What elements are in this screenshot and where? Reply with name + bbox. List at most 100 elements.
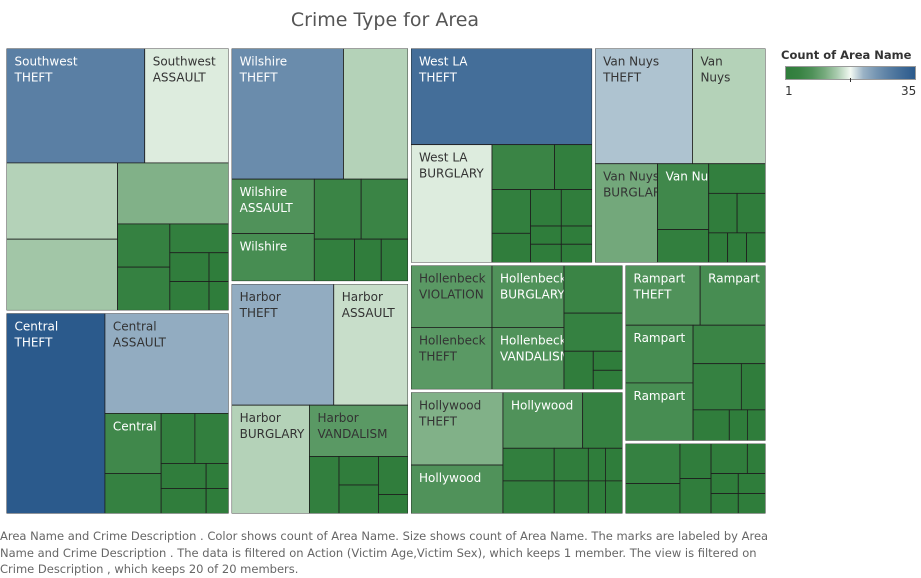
treemap-cell[interactable] — [605, 447, 623, 482]
treemap-cell[interactable] — [378, 456, 409, 495]
treemap-cell[interactable] — [554, 144, 593, 190]
treemap-cell[interactable] — [727, 232, 747, 263]
treemap-cell[interactable] — [592, 350, 623, 371]
treemap-cell[interactable] — [625, 265, 701, 326]
area-group-rampart: Rampart THEFT Rampart Rampart Rampart — [623, 263, 768, 443]
treemap-cell-label: Nuys — [700, 71, 730, 85]
treemap-cell[interactable] — [160, 488, 207, 514]
treemap-cell[interactable] — [728, 409, 748, 442]
treemap-cell[interactable] — [746, 409, 766, 442]
treemap-cell[interactable] — [6, 238, 118, 311]
treemap-cell[interactable] — [692, 324, 766, 365]
treemap-cell[interactable] — [309, 404, 409, 457]
treemap-cell[interactable] — [625, 483, 681, 514]
treemap-cell[interactable] — [104, 312, 230, 414]
treemap-cell[interactable] — [625, 324, 694, 384]
treemap-cell[interactable] — [194, 413, 230, 464]
treemap-cell[interactable] — [410, 391, 504, 466]
treemap-cell[interactable] — [491, 232, 531, 263]
treemap-cell[interactable] — [410, 144, 493, 263]
treemap-cell[interactable] — [740, 363, 766, 411]
treemap-cell[interactable] — [710, 473, 739, 494]
treemap-cell[interactable] — [502, 447, 555, 482]
treemap-cell[interactable] — [746, 443, 766, 474]
treemap-cell[interactable] — [530, 225, 562, 245]
treemap-cell[interactable] — [491, 189, 531, 234]
treemap-cell[interactable] — [502, 480, 555, 514]
treemap-cell[interactable] — [710, 443, 748, 474]
treemap-cell[interactable] — [354, 238, 382, 282]
treemap-cell[interactable] — [625, 443, 681, 484]
treemap-cell[interactable] — [360, 178, 409, 240]
treemap-cell[interactable] — [594, 48, 693, 165]
treemap-cell[interactable] — [160, 463, 207, 489]
treemap-cell[interactable] — [679, 443, 712, 479]
treemap-cell[interactable] — [410, 265, 493, 328]
treemap-cell[interactable] — [117, 162, 230, 225]
treemap-cell[interactable] — [737, 473, 766, 494]
treemap-cell[interactable] — [208, 281, 230, 311]
treemap-cell[interactable] — [380, 238, 409, 282]
treemap-cell[interactable] — [117, 223, 171, 268]
treemap-cell[interactable] — [563, 312, 623, 352]
treemap-cell[interactable] — [553, 447, 589, 482]
treemap-cell-label: BURGLARY — [419, 167, 484, 181]
treemap-cell[interactable] — [560, 189, 593, 227]
treemap-cell[interactable] — [625, 382, 694, 442]
treemap-cell[interactable] — [563, 265, 623, 314]
treemap-cell[interactable] — [169, 223, 230, 254]
treemap-cell[interactable] — [657, 163, 710, 230]
treemap-cell[interactable] — [553, 480, 589, 514]
treemap-cell[interactable] — [313, 178, 362, 240]
treemap-cell[interactable] — [710, 493, 739, 514]
treemap-cell[interactable] — [679, 478, 712, 514]
treemap-cell[interactable] — [708, 163, 766, 194]
treemap-cell[interactable] — [169, 281, 210, 311]
treemap-cell[interactable] — [410, 48, 593, 146]
treemap-cell[interactable] — [343, 48, 409, 180]
treemap-cell-label: Hollenbeck — [500, 333, 567, 347]
treemap-cell[interactable] — [6, 162, 118, 240]
treemap-cell[interactable] — [708, 192, 738, 234]
treemap-cell[interactable] — [530, 243, 562, 263]
treemap-cell[interactable] — [736, 192, 766, 234]
treemap-cell[interactable] — [333, 283, 409, 406]
treemap-cell[interactable] — [205, 463, 230, 489]
treemap-cell[interactable] — [231, 404, 310, 514]
treemap-cell[interactable] — [410, 327, 493, 390]
treemap-cell[interactable] — [313, 238, 355, 282]
treemap-cell[interactable] — [708, 232, 729, 263]
treemap-cell[interactable] — [560, 243, 593, 263]
treemap-cell[interactable] — [338, 484, 379, 514]
treemap-cell[interactable] — [582, 391, 623, 449]
treemap-cell[interactable] — [169, 252, 210, 282]
treemap-cell[interactable] — [491, 144, 555, 190]
treemap-cell[interactable] — [6, 312, 106, 514]
treemap-cell[interactable] — [692, 363, 742, 411]
treemap-cell[interactable] — [592, 369, 623, 390]
treemap-cell[interactable] — [104, 473, 162, 514]
treemap-cell[interactable] — [692, 409, 730, 442]
treemap-cell[interactable] — [587, 480, 606, 514]
treemap-cell[interactable] — [208, 252, 230, 282]
treemap-cell[interactable] — [587, 447, 606, 482]
treemap-cell[interactable] — [563, 350, 594, 390]
treemap-cell[interactable] — [205, 488, 230, 514]
treemap-cell[interactable] — [231, 48, 344, 180]
treemap-cell[interactable] — [410, 464, 504, 514]
treemap-cell[interactable] — [160, 413, 196, 464]
treemap-cell[interactable] — [117, 266, 171, 311]
treemap-cell[interactable] — [594, 163, 658, 263]
treemap-cell[interactable] — [231, 283, 335, 406]
treemap-cell[interactable] — [605, 480, 623, 514]
treemap-cell[interactable] — [378, 494, 409, 514]
treemap-cell[interactable] — [338, 456, 379, 486]
treemap-cell[interactable] — [560, 225, 593, 245]
treemap-cell[interactable] — [737, 493, 766, 514]
treemap-cell-label: VANDALISM — [500, 349, 570, 363]
treemap-cell[interactable] — [491, 327, 565, 390]
treemap-cell[interactable] — [746, 232, 766, 263]
treemap-cell[interactable] — [309, 456, 340, 514]
treemap-cell[interactable] — [530, 189, 562, 227]
treemap-cell[interactable] — [657, 229, 710, 263]
